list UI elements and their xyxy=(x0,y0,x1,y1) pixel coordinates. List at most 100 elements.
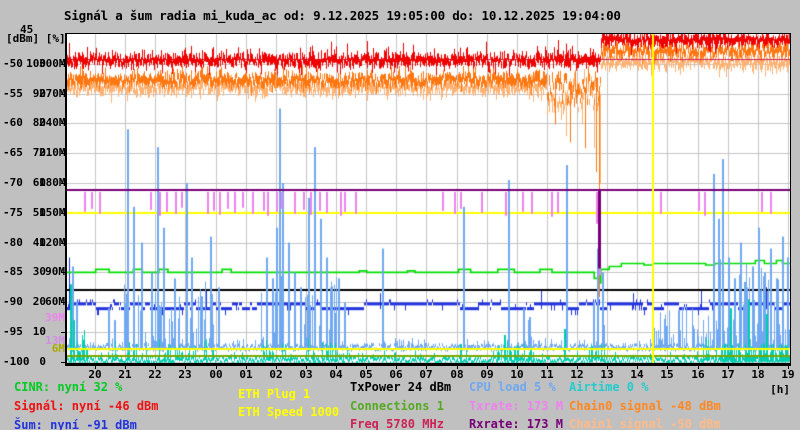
x-axis-label: 12 xyxy=(570,368,584,381)
y-axis-label-dbm: -55 xyxy=(3,87,23,100)
x-axis-tick xyxy=(366,366,367,369)
y-axis-label-dbm: -60 xyxy=(3,116,23,129)
y-axis-tick xyxy=(61,123,65,124)
y-axis-tick xyxy=(61,183,65,184)
y-axis-extra-label: 13M xyxy=(45,334,65,347)
x-axis-label: 14 xyxy=(630,368,644,381)
x-axis-label: 03 xyxy=(299,368,313,381)
x-axis-tick xyxy=(788,366,789,369)
x-axis-tick xyxy=(276,366,277,369)
y-axis-label-dbm: -80 xyxy=(3,236,23,249)
x-axis-label: 01 xyxy=(239,368,253,381)
y-axis-tick xyxy=(61,153,65,154)
x-axis-label: 19 xyxy=(781,368,795,381)
y-axis-label-pct: 50 xyxy=(32,206,46,219)
x-axis-label: 22 xyxy=(148,368,162,381)
x-axis-tick xyxy=(426,366,427,369)
x-axis-tick xyxy=(517,366,518,369)
legend-item: Connections 1 xyxy=(350,399,444,413)
x-axis-label: 23 xyxy=(178,368,192,381)
y-axis-extra-label: 39M xyxy=(45,311,65,324)
x-axis-tick xyxy=(396,366,397,369)
y-axis-label-pct: 60 xyxy=(32,176,46,189)
legend-item: Txrate: 173 M xyxy=(469,399,563,413)
y-axis-tick xyxy=(61,362,65,363)
y-axis-label-pct: 10 xyxy=(32,325,46,338)
x-axis-label: 11 xyxy=(540,368,554,381)
x-axis-label: 15 xyxy=(660,368,674,381)
y-axis-label-pct: 30 xyxy=(32,265,46,278)
x-axis-label: 08 xyxy=(450,368,464,381)
y-axis-label-dbm: -100 xyxy=(3,355,30,368)
x-axis-unit-label: [h] xyxy=(770,383,790,396)
x-axis-tick xyxy=(728,366,729,369)
x-axis-label: 05 xyxy=(359,368,373,381)
y-axis-label-pct: 90 xyxy=(32,87,46,100)
legend-item: ETH Plug 1 xyxy=(238,387,311,401)
x-axis-tick xyxy=(95,366,96,369)
x-axis-label: 21 xyxy=(118,368,132,381)
y-axis-tick xyxy=(61,243,65,244)
y-axis-label-mbit: 270M xyxy=(39,87,66,100)
x-axis-label: 20 xyxy=(88,368,102,381)
x-axis-tick xyxy=(667,366,668,369)
legend-item: TxPower 24 dBm xyxy=(350,380,452,394)
y-axis-label-mbit: 210M xyxy=(39,146,66,159)
legend-item: Airtime 0 % xyxy=(569,380,649,394)
x-axis-label: 10 xyxy=(510,368,524,381)
x-axis-tick xyxy=(336,366,337,369)
x-axis-label: 00 xyxy=(209,368,223,381)
y-axis-label-mbit: 120M xyxy=(39,236,66,249)
legend-item: CINR: nyní 32 % xyxy=(14,380,123,394)
x-axis-tick xyxy=(457,366,458,369)
x-axis-tick xyxy=(487,366,488,369)
x-axis-tick xyxy=(125,366,126,369)
y-axis-label-pct: 70 xyxy=(32,146,46,159)
y-axis-tick xyxy=(61,64,65,65)
x-axis-label: 13 xyxy=(600,368,614,381)
x-axis-tick xyxy=(246,366,247,369)
y-axis-label-mbit: 150M xyxy=(39,206,66,219)
page-title: Signál a šum radia mi_kuda_ac od: 9.12.2… xyxy=(64,8,621,23)
legend-item: Signál: nyní -46 dBm xyxy=(14,399,159,413)
y-axis-label-pct: 20 xyxy=(32,295,46,308)
y-axis-label-pct: 100 xyxy=(26,57,46,70)
y-axis-tick xyxy=(61,94,65,95)
y-axis-label-dbm: -70 xyxy=(3,176,23,189)
x-axis-label: 04 xyxy=(329,368,343,381)
x-axis-tick xyxy=(547,366,548,369)
y-axis-tick xyxy=(61,272,65,273)
legend-item: ETH Speed 1000 xyxy=(238,405,340,419)
y-axis-tick xyxy=(61,213,65,214)
x-axis-tick xyxy=(698,366,699,369)
y-axis-label-dbm: -90 xyxy=(3,295,23,308)
legend-item: Rxrate: 173 M xyxy=(469,417,563,430)
x-axis-label: 07 xyxy=(419,368,433,381)
y-axis-tick xyxy=(61,332,65,333)
y-axis-tick xyxy=(61,302,65,303)
y-axis-label-pct: 0 xyxy=(39,355,46,368)
y-axis-label-dbm: -75 xyxy=(3,206,23,219)
y-axis-label-pct: 80 xyxy=(32,116,46,129)
legend-item: Freq 5780 MHz xyxy=(350,417,444,430)
y-axis-label-mbit: 180M xyxy=(39,176,66,189)
x-axis-tick xyxy=(306,366,307,369)
x-axis-tick xyxy=(607,366,608,369)
y-axis-label-dbm: -85 xyxy=(3,265,23,278)
x-axis-label: 18 xyxy=(751,368,765,381)
y-axis-extra-label: 6M xyxy=(51,342,65,355)
x-axis-label: 17 xyxy=(721,368,735,381)
chart-canvas xyxy=(67,34,790,363)
x-axis-tick xyxy=(155,366,156,369)
x-axis-tick xyxy=(185,366,186,369)
legend-item: Chain0 signal -48 dBm xyxy=(569,399,721,413)
y-axis-label-dbm: -50 xyxy=(3,57,23,70)
y-axis-label-mbit: 240M xyxy=(39,116,66,129)
y-axis-label-mbit: 300M xyxy=(39,57,66,70)
plot-area xyxy=(65,33,791,366)
x-axis-label: 06 xyxy=(389,368,403,381)
legend-item: Chain1 signal -50 dBm xyxy=(569,417,721,430)
y-axis-top-label: 45 xyxy=(20,23,34,36)
y-axis-unit-label: [dBm] [%] xyxy=(6,32,66,45)
y-axis-label-dbm: -65 xyxy=(3,146,23,159)
